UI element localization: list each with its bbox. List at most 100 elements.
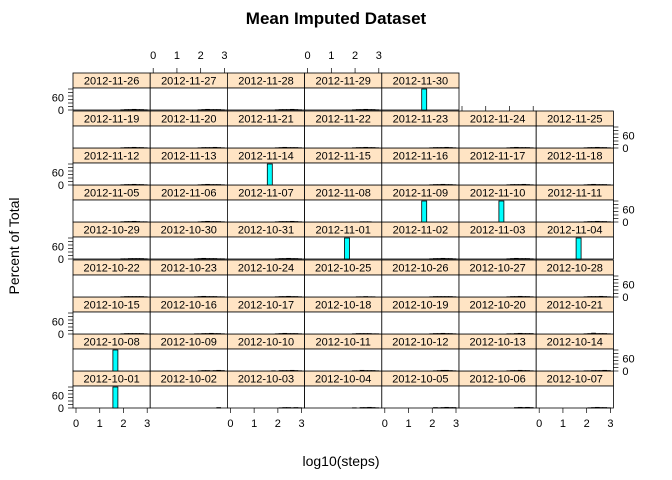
panel-strip-label: 2012-11-03 [470,225,525,237]
panel-strip-label: 2012-11-26 [84,76,139,88]
chart-title: Mean Imputed Dataset [246,9,427,28]
x-tick-label: 3 [299,418,305,430]
panel-2012-11-14: 2012-11-14 [226,147,305,186]
panel-2012-10-14: 2012-10-14 [535,333,614,372]
x-tick-label: 0 [150,50,156,62]
histogram-bar [444,406,449,409]
panel-plot-area [149,348,228,372]
histogram-bar [131,108,137,111]
x-tick-label: 1 [97,418,103,430]
panel-strip-label: 2012-10-08 [83,337,139,349]
panel-plot-area [72,162,151,186]
panel-strip-label: 2012-11-01 [315,225,370,237]
panel-strip-label: 2012-10-04 [315,374,371,386]
panel-plot-area [72,274,151,298]
panel-plot-area [149,311,228,335]
panel-plot-area [381,199,460,223]
panel-strip-label: 2012-11-25 [547,114,602,126]
histogram-bar [112,349,119,372]
x-tick-label: 1 [328,50,334,62]
panel-2012-10-28: 2012-10-28 [535,259,614,298]
x-tick-label: 3 [453,418,459,430]
histogram-bar [521,183,527,186]
x-tick-label: 0 [73,418,79,430]
panel-strip-label: 2012-11-28 [238,76,293,88]
panel-strip-label: 2012-11-19 [84,114,139,126]
panel-2012-10-07: 2012-10-07 [535,370,614,409]
panel-plot-area [149,199,228,223]
histogram-bar [201,257,207,260]
histogram-bar [598,295,604,298]
panel-2012-11-21: 2012-11-21 [226,110,305,149]
panel-2012-11-02: 2012-11-02 [381,221,460,260]
histogram-bar [444,369,449,372]
panel-plot-area [226,348,305,372]
histogram-bar [205,108,210,111]
panel-plot-area [535,311,614,335]
panel-plot-area [304,348,383,372]
panel-2012-11-28: 2012-11-28 [226,72,305,111]
panel-strip-label: 2012-10-13 [469,337,525,349]
panel-2012-10-30: 2012-10-30 [149,221,228,260]
y-tick-label: 60 [622,130,634,142]
histogram-bar [112,386,119,409]
histogram-bar [290,220,295,223]
panel-2012-10-29: 2012-10-29 [72,221,151,260]
histogram-bar [517,332,523,335]
panel-2012-10-11: 2012-10-11 [304,333,383,372]
panel-plot-area [226,125,305,149]
histogram-bar [282,146,288,149]
panel-strip-label: 2012-10-23 [161,263,217,275]
panel-strip-label: 2012-10-27 [469,263,525,275]
x-tick-label: 2 [429,418,435,430]
panel-strip-label: 2012-10-17 [238,300,294,312]
x-tick-label: 1 [174,50,180,62]
panel-2012-11-03: 2012-11-03 [458,221,537,260]
histogram-bar [290,108,295,111]
panel-plot-area [149,236,228,260]
panel-2012-11-18: 2012-11-18 [535,147,614,186]
x-tick-label: 0 [227,418,233,430]
panel-plot-area [381,87,460,111]
panel-strip-label: 2012-11-14 [238,151,293,163]
y-tick-label: 60 [52,92,64,104]
panel-2012-10-19: 2012-10-19 [381,296,460,335]
panel-strip-label: 2012-11-22 [315,114,370,126]
x-tick-label: 2 [120,418,126,430]
panel-plot-area [381,385,460,409]
panel-plot-area [226,274,305,298]
panel-plot-area [226,311,305,335]
histogram-bar [514,257,519,260]
panel-plot-area [458,236,537,260]
panel-strip-label: 2012-10-25 [315,263,371,275]
panel-strip-label: 2012-11-27 [161,76,216,88]
panel-2012-10-10: 2012-10-10 [226,333,305,372]
x-tick-label: 3 [144,418,150,430]
panel-plot-area [304,162,383,186]
panel-plot-area [226,199,305,223]
x-tick-label: 2 [584,418,590,430]
x-axis-label: log10(steps) [302,453,379,469]
panel-plot-area [458,311,537,335]
panel-plot-area [381,311,460,335]
x-tick-label: 0 [536,418,542,430]
panel-strip-label: 2012-11-23 [393,114,448,126]
panel-plot-area [458,199,537,223]
panel-strip-label: 2012-11-17 [470,151,525,163]
y-tick-label: 60 [622,204,634,216]
panel-strip-label: 2012-11-15 [315,151,370,163]
panel-2012-10-08: 2012-10-08 [72,333,151,372]
histogram-bar [440,257,446,260]
panel-plot-area [304,274,383,298]
histogram-bar [131,183,137,186]
y-tick-label: 60 [52,167,64,179]
panel-plot-area [304,87,383,111]
panel-2012-10-01: 2012-10-01 [72,370,151,409]
x-tick-label: 1 [251,418,257,430]
x-tick-label: 3 [376,50,382,62]
histogram-bar [201,295,207,298]
panel-2012-10-25: 2012-10-25 [304,259,383,298]
histogram-bar [440,369,446,372]
panel-2012-10-22: 2012-10-22 [72,259,151,298]
histogram-bar [209,332,214,335]
